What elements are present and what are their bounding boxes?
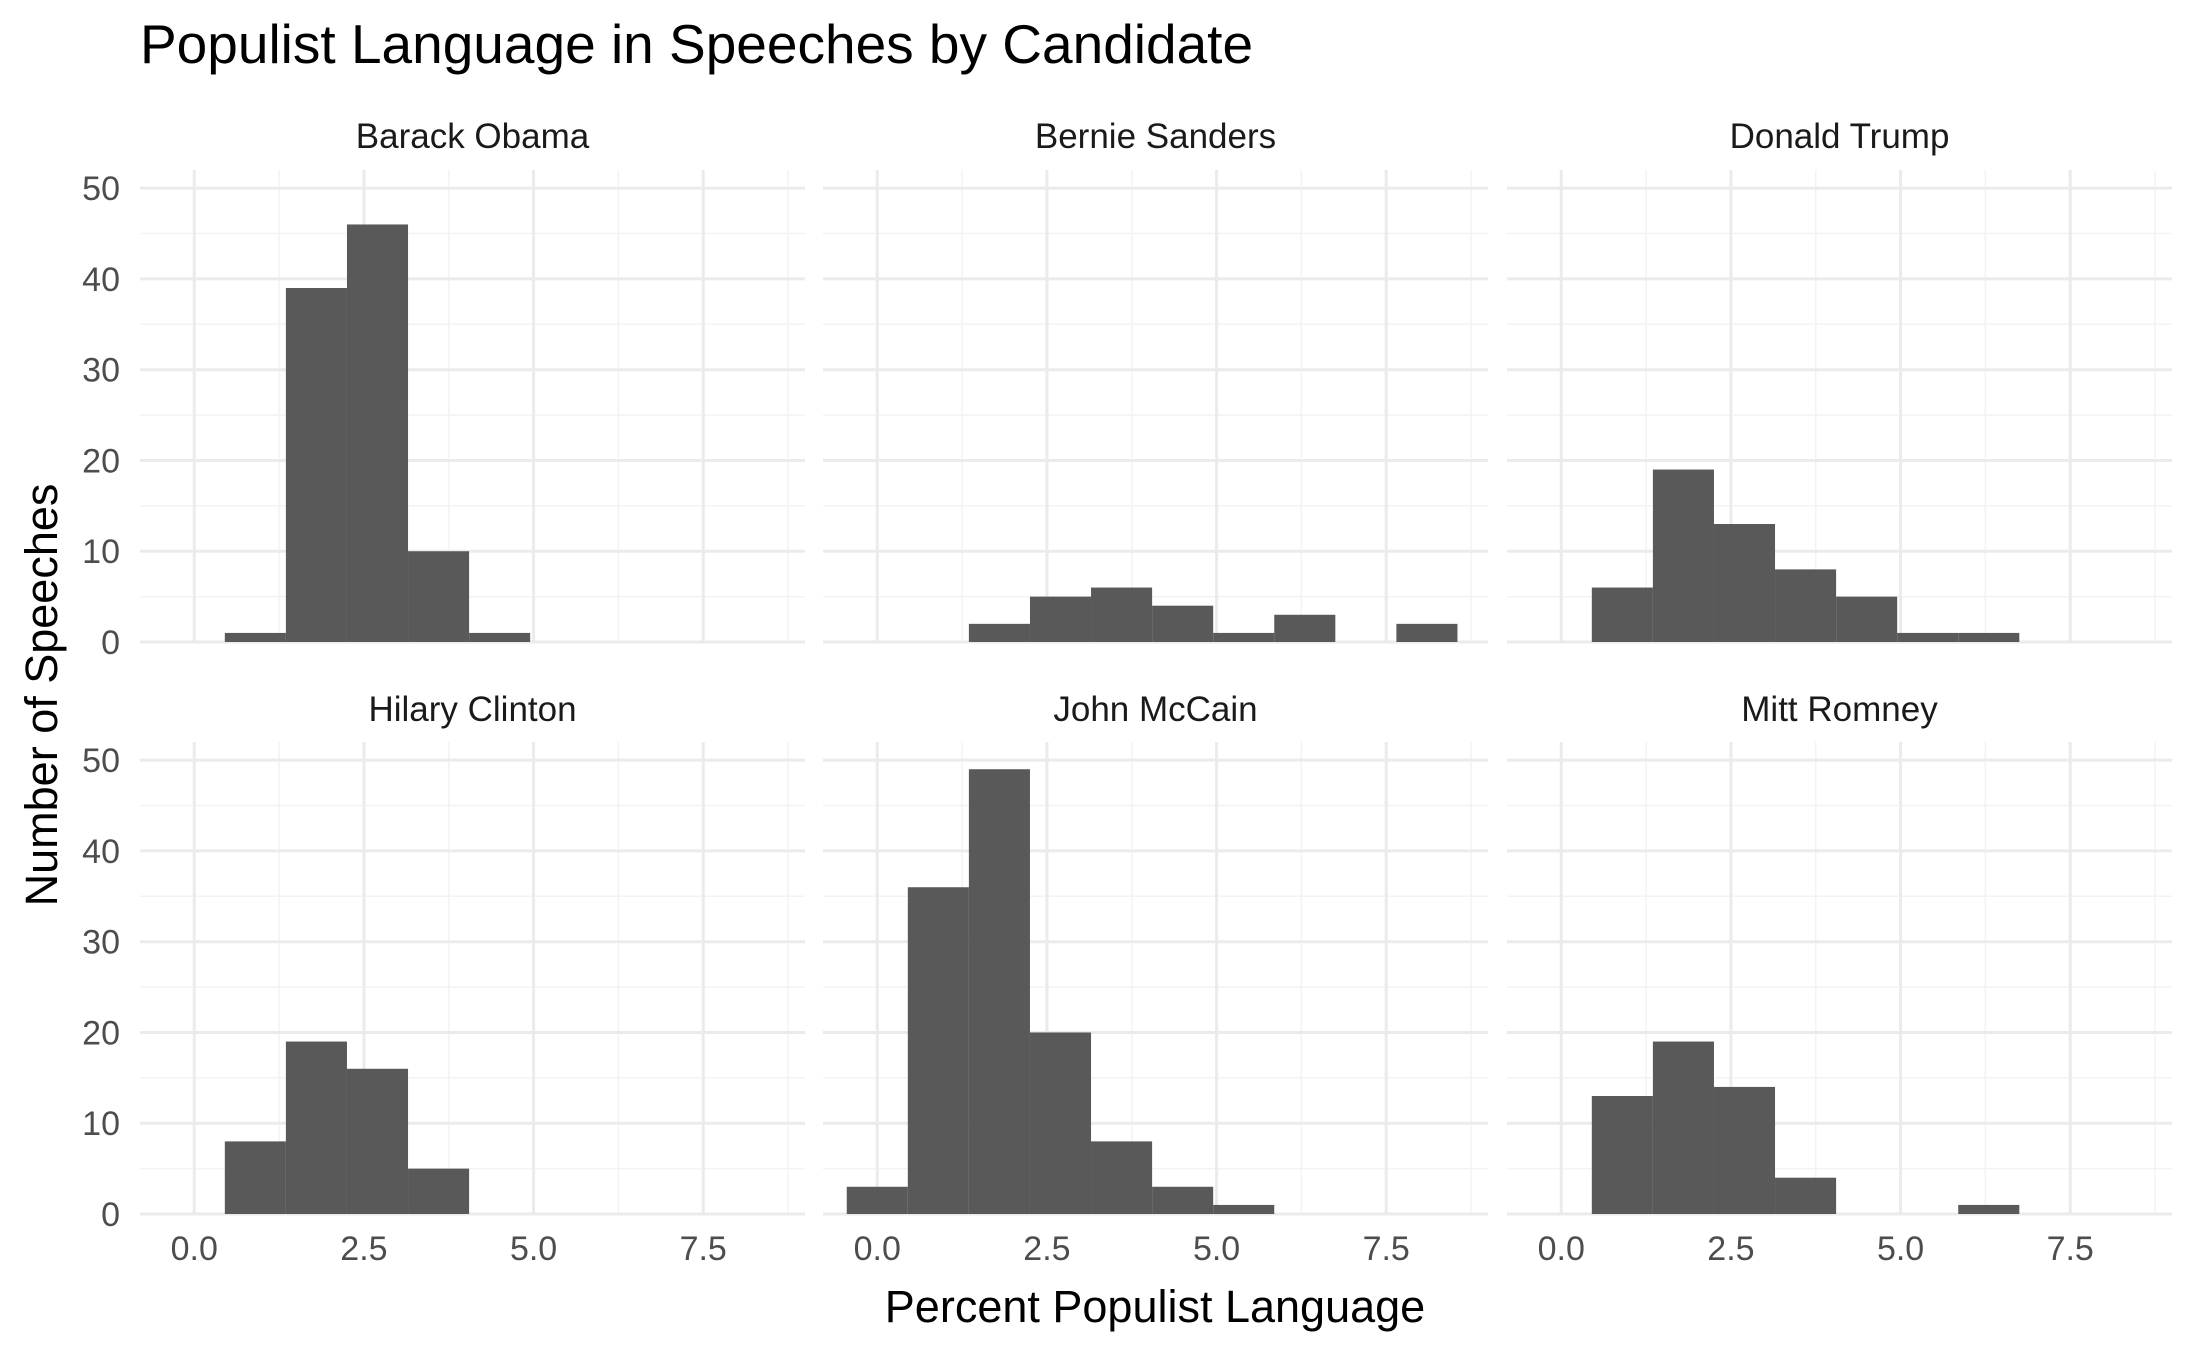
histogram-bar	[1713, 524, 1776, 642]
facet-panel: Bernie Sanders	[823, 117, 1488, 644]
x-tick-label: 2.5	[340, 1230, 387, 1268]
histogram-bar	[1775, 569, 1837, 642]
histogram-bar	[1152, 1186, 1214, 1214]
y-axis-title: Number of Speeches	[16, 484, 67, 907]
histogram-bar	[346, 224, 409, 642]
histogram-bar	[224, 632, 286, 642]
x-tick-label: 5.0	[1877, 1230, 1924, 1268]
histogram-bar	[1897, 632, 1959, 642]
y-tick-label: 10	[82, 533, 120, 571]
x-tick-label: 5.0	[510, 1230, 557, 1268]
x-tick-label: 2.5	[1023, 1230, 1070, 1268]
facet-panel: Donald Trump	[1507, 117, 2172, 644]
facet-panel: John McCain 0.0 2.5 5.0 7.5	[823, 690, 1488, 1268]
facet-strip-label: Hilary Clinton	[368, 690, 576, 729]
x-tick-label: 0.0	[1538, 1230, 1585, 1268]
facet-panel: Hilary Clinton 0 10 20 30 40 50 0.0 2.5 5.0 7.5	[82, 690, 805, 1268]
y-tick-label: 30	[82, 352, 120, 390]
histogram-bar	[1091, 587, 1153, 642]
y-tick-label: 0	[101, 1196, 120, 1234]
histogram-bar	[346, 1068, 409, 1214]
y-tick-label: 40	[82, 261, 120, 299]
histogram-bar	[1274, 614, 1336, 642]
histogram-bar	[1958, 1204, 2020, 1214]
histogram-bar	[1213, 1204, 1275, 1214]
histogram-bar	[1652, 469, 1714, 642]
x-tick-label: 7.5	[2047, 1230, 2094, 1268]
histogram-bar	[1836, 596, 1898, 642]
histogram-bar	[408, 1168, 470, 1214]
histogram-bar	[408, 551, 470, 642]
y-tick-label: 0	[101, 624, 120, 662]
histogram-bar	[1591, 1096, 1653, 1214]
histogram-bar	[224, 1141, 286, 1214]
x-axis-title: Percent Populist Language	[885, 1281, 1425, 1332]
facet-strip-label: Barack Obama	[356, 117, 590, 156]
x-tick-label: 0.0	[854, 1230, 901, 1268]
histogram-bar	[1213, 632, 1275, 642]
histogram-bar	[285, 1041, 347, 1214]
histogram-bar	[846, 1186, 908, 1214]
y-tick-label: 30	[82, 924, 120, 962]
x-tick-label: 7.5	[1363, 1230, 1410, 1268]
facet-strip-label: John McCain	[1053, 690, 1257, 729]
x-tick-label: 7.5	[680, 1230, 727, 1268]
y-tick-label: 50	[82, 742, 120, 780]
histogram-bar	[1775, 1177, 1837, 1214]
y-tick-label: 50	[82, 170, 120, 208]
histogram-bar	[968, 769, 1030, 1214]
histogram-bar	[1091, 1141, 1153, 1214]
histogram-bar	[907, 887, 969, 1214]
histogram-bar	[1152, 605, 1214, 642]
histogram-bar	[285, 288, 347, 642]
histogram-bar	[1713, 1086, 1776, 1214]
x-tick-label: 2.5	[1707, 1230, 1754, 1268]
x-tick-label: 5.0	[1193, 1230, 1240, 1268]
facet-panel: Mitt Romney 0.0 2.5 5.0 7.5	[1507, 690, 2172, 1268]
y-tick-label: 20	[82, 442, 120, 480]
facet-strip-label: Mitt Romney	[1741, 690, 1938, 729]
y-tick-label: 40	[82, 833, 120, 871]
facet-panel: Barack Obama 0 10 20 30 40 50	[82, 117, 805, 662]
histogram-bar	[1396, 623, 1458, 642]
facet-panels: Barack Obama 0 10 20 30 40 50 Bernie Sanders Don…	[82, 117, 2172, 1268]
y-tick-label: 10	[82, 1105, 120, 1143]
histogram-bar	[1652, 1041, 1714, 1214]
histogram-bar	[1029, 1032, 1092, 1214]
facet-strip-label: Donald Trump	[1730, 117, 1950, 156]
histogram-bar	[968, 623, 1030, 642]
histogram-bar	[1591, 587, 1653, 642]
x-tick-label: 0.0	[171, 1230, 218, 1268]
y-tick-label: 20	[82, 1014, 120, 1052]
facet-strip-label: Bernie Sanders	[1035, 117, 1276, 156]
chart-title: Populist Language in Speeches by Candida…	[140, 13, 1253, 75]
histogram-bar	[1958, 632, 2020, 642]
histogram-bar	[1029, 596, 1092, 642]
histogram-bar	[469, 632, 531, 642]
